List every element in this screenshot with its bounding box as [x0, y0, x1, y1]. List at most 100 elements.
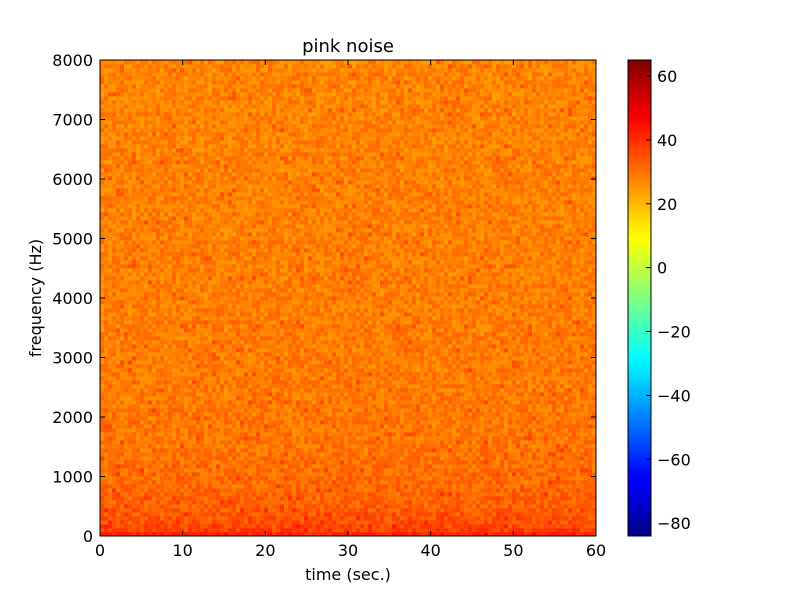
- heatmap-cell: [228, 376, 233, 381]
- heatmap-cell: [448, 464, 453, 469]
- heatmap-cell: [328, 488, 333, 493]
- heatmap-cell: [572, 460, 577, 465]
- heatmap-cell: [264, 428, 269, 433]
- heatmap-cell: [292, 528, 297, 533]
- heatmap-cell: [224, 520, 229, 525]
- heatmap-cell: [216, 472, 221, 477]
- heatmap-cell: [172, 428, 177, 433]
- heatmap-cell: [488, 456, 493, 461]
- heatmap-cell: [264, 496, 269, 501]
- heatmap-cell: [448, 448, 453, 453]
- heatmap-cell: [172, 496, 177, 501]
- heatmap-cell: [276, 480, 281, 485]
- heatmap-cell: [212, 460, 217, 465]
- heatmap-cell: [432, 520, 437, 525]
- heatmap-cell: [260, 516, 265, 521]
- heatmap-cell: [460, 420, 465, 425]
- heatmap-cell: [432, 452, 437, 457]
- heatmap-cell: [160, 468, 165, 473]
- heatmap-cell: [520, 400, 525, 405]
- heatmap-cell: [148, 472, 153, 477]
- heatmap-cell: [108, 456, 113, 461]
- heatmap-cell: [244, 380, 249, 385]
- heatmap-cell: [416, 396, 421, 401]
- heatmap-cell: [548, 412, 553, 417]
- heatmap-cell: [284, 436, 289, 441]
- heatmap-cell: [452, 376, 457, 381]
- heatmap-cell: [500, 420, 505, 425]
- heatmap-cell: [344, 456, 349, 461]
- heatmap-cell: [372, 480, 377, 485]
- heatmap-cell: [476, 380, 481, 385]
- heatmap-cell: [208, 492, 213, 497]
- heatmap-cell: [184, 396, 189, 401]
- heatmap-cell: [292, 380, 297, 385]
- heatmap-cell: [552, 496, 557, 501]
- heatmap-cell: [368, 472, 373, 477]
- heatmap-cell: [112, 392, 117, 397]
- heatmap-cell: [236, 396, 241, 401]
- heatmap-cell: [188, 384, 193, 389]
- heatmap-cell: [108, 428, 113, 433]
- heatmap-cell: [412, 468, 417, 473]
- heatmap-cell: [580, 380, 585, 385]
- heatmap-cell: [504, 508, 509, 513]
- heatmap-cell: [576, 468, 581, 473]
- heatmap-cell: [396, 404, 401, 409]
- heatmap-cell: [288, 428, 293, 433]
- heatmap-cell: [184, 392, 189, 397]
- heatmap-cell: [336, 460, 341, 465]
- heatmap-cell: [588, 512, 593, 517]
- heatmap-cell: [148, 372, 153, 377]
- heatmap-cell: [132, 460, 137, 465]
- heatmap-cell: [448, 520, 453, 525]
- heatmap-cell: [364, 448, 369, 453]
- heatmap-cell: [420, 404, 425, 409]
- heatmap-cell: [428, 400, 433, 405]
- heatmap-cell: [268, 512, 273, 517]
- heatmap-cell: [276, 400, 281, 405]
- heatmap-cell: [228, 528, 233, 533]
- heatmap-cell: [412, 492, 417, 497]
- heatmap-cell: [160, 380, 165, 385]
- heatmap-cell: [444, 524, 449, 529]
- heatmap-cell: [120, 508, 125, 513]
- heatmap-cell: [104, 472, 109, 477]
- heatmap-cell: [504, 448, 509, 453]
- heatmap-cell: [320, 480, 325, 485]
- heatmap-cell: [544, 512, 549, 517]
- heatmap-cell: [208, 500, 213, 505]
- heatmap-cell: [480, 460, 485, 465]
- heatmap-cell: [592, 484, 597, 489]
- heatmap-cell: [204, 484, 209, 489]
- heatmap-cell: [304, 532, 309, 537]
- heatmap-cell: [112, 384, 117, 389]
- heatmap-cell: [108, 488, 113, 493]
- heatmap-cell: [236, 532, 241, 537]
- heatmap-cell: [192, 468, 197, 473]
- heatmap-cell: [308, 420, 313, 425]
- heatmap-cell: [496, 488, 501, 493]
- heatmap-cell: [236, 456, 241, 461]
- heatmap-cell: [500, 448, 505, 453]
- heatmap-cell: [484, 452, 489, 457]
- heatmap-cell: [328, 508, 333, 513]
- heatmap-cell: [276, 500, 281, 505]
- heatmap-cell: [444, 424, 449, 429]
- heatmap-cell: [560, 384, 565, 389]
- heatmap-cell: [524, 396, 529, 401]
- heatmap-cell: [124, 520, 129, 525]
- heatmap-cell: [240, 480, 245, 485]
- heatmap-cell: [368, 500, 373, 505]
- heatmap-cell: [528, 488, 533, 493]
- heatmap-cell: [360, 444, 365, 449]
- heatmap-cell: [452, 456, 457, 461]
- heatmap-cell: [588, 452, 593, 457]
- heatmap-cell: [432, 472, 437, 477]
- heatmap-cell: [260, 492, 265, 497]
- heatmap-cell: [280, 524, 285, 529]
- heatmap-cell: [264, 384, 269, 389]
- heatmap-cell: [128, 392, 133, 397]
- heatmap-cell: [120, 384, 125, 389]
- heatmap-cell: [516, 428, 521, 433]
